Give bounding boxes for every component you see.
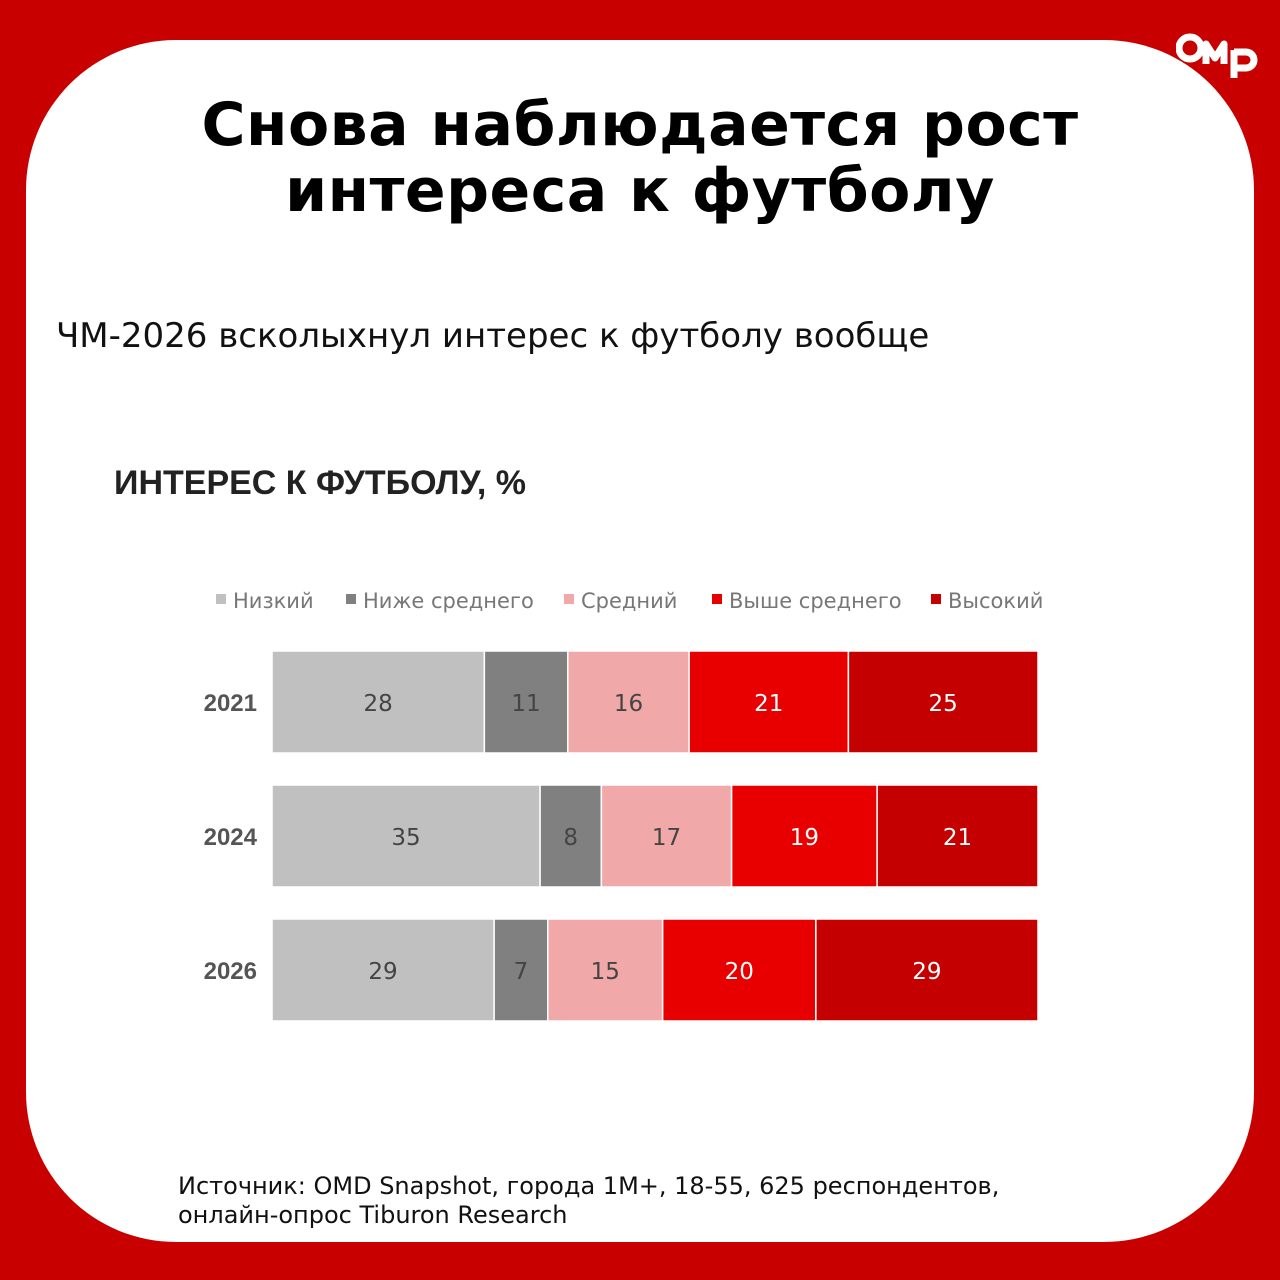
bar-2021-series-3	[567, 650, 690, 754]
source-line-2: онлайн-опрос Tiburon Research	[178, 1201, 568, 1229]
category-label-2026: 2026	[204, 958, 257, 985]
chart-category-labels: 2021 2024 2026	[204, 690, 258, 985]
title-line-1: Снова наблюдается рост	[201, 90, 1079, 160]
data-label-2024-series-5: 21	[943, 825, 972, 851]
bar-2026-series-3	[547, 918, 664, 1022]
data-label-2026-series-4: 20	[725, 959, 754, 985]
data-label-2024-series-3: 17	[652, 825, 681, 851]
data-label-2026-series-2: 7	[514, 959, 529, 985]
data-label-2026-series-5: 29	[912, 959, 941, 985]
data-label-2024-series-2: 8	[563, 825, 578, 851]
bar-2024-series-3	[600, 784, 733, 888]
data-label-2021-series-1: 28	[364, 691, 393, 717]
bar-2026-series-2	[493, 918, 549, 1022]
legend-label-4: Выше среднего	[729, 589, 902, 613]
page-title: Снова наблюдается рост интереса к футбол…	[0, 92, 1280, 224]
bar-2024-series-5	[876, 784, 1039, 888]
bar-2026-series-1	[271, 918, 495, 1022]
legend-label-5: Высокий	[948, 589, 1043, 613]
source-note: Источник: OMD Snapshot, города 1M+, 18-5…	[178, 1172, 999, 1230]
omd-logo	[1176, 33, 1258, 78]
bar-2026-series-5	[815, 918, 1039, 1022]
bar-2021-series-2	[483, 650, 569, 754]
legend-label-2: Ниже среднего	[363, 589, 534, 613]
chart-title: ИНТЕРЕС К ФУТБОЛУ, %	[114, 464, 526, 502]
bar-2024-series-4	[730, 784, 878, 888]
bar-2021-series-5	[847, 650, 1039, 754]
bar-2024-series-1	[271, 784, 541, 888]
bar-2026-series-4	[661, 918, 817, 1022]
data-label-2026-series-3: 15	[591, 959, 620, 985]
data-label-2024-series-1: 35	[391, 825, 420, 851]
data-label-2024-series-4: 19	[790, 825, 819, 851]
category-label-2024: 2024	[204, 824, 258, 851]
legend-swatch-3	[564, 594, 574, 604]
category-label-2021: 2021	[204, 690, 257, 717]
source-line-1: Источник: OMD Snapshot, города 1M+, 18-5…	[178, 1172, 1000, 1200]
title-line-2: интереса к футболу	[285, 156, 995, 226]
legend-swatch-5	[931, 594, 941, 604]
data-label-2026-series-1: 29	[368, 959, 397, 985]
legend-label-1: Низкий	[233, 589, 314, 613]
chart-legend: Низкий Ниже среднего Средний Выше среднего В…	[216, 589, 1043, 613]
legend-swatch-2	[346, 594, 356, 604]
bar-2021-series-4	[688, 650, 850, 754]
subtitle: ЧМ-2026 всколыхнул интерес к футболу воо…	[56, 316, 930, 356]
chart-bars: 28 11 16 21 25 35 8 17 19 21 29 7 15 20 29	[271, 650, 1039, 1022]
legend-swatch-1	[216, 594, 226, 604]
data-label-2021-series-2: 11	[511, 691, 540, 717]
legend-label-3: Средний	[581, 589, 677, 613]
content-card	[26, 40, 1254, 1242]
data-label-2021-series-5: 25	[929, 691, 958, 717]
legend-swatch-4	[712, 594, 722, 604]
data-label-2021-series-3: 16	[614, 691, 643, 717]
data-label-2021-series-4: 21	[754, 691, 783, 717]
bar-2024-series-2	[539, 784, 603, 888]
